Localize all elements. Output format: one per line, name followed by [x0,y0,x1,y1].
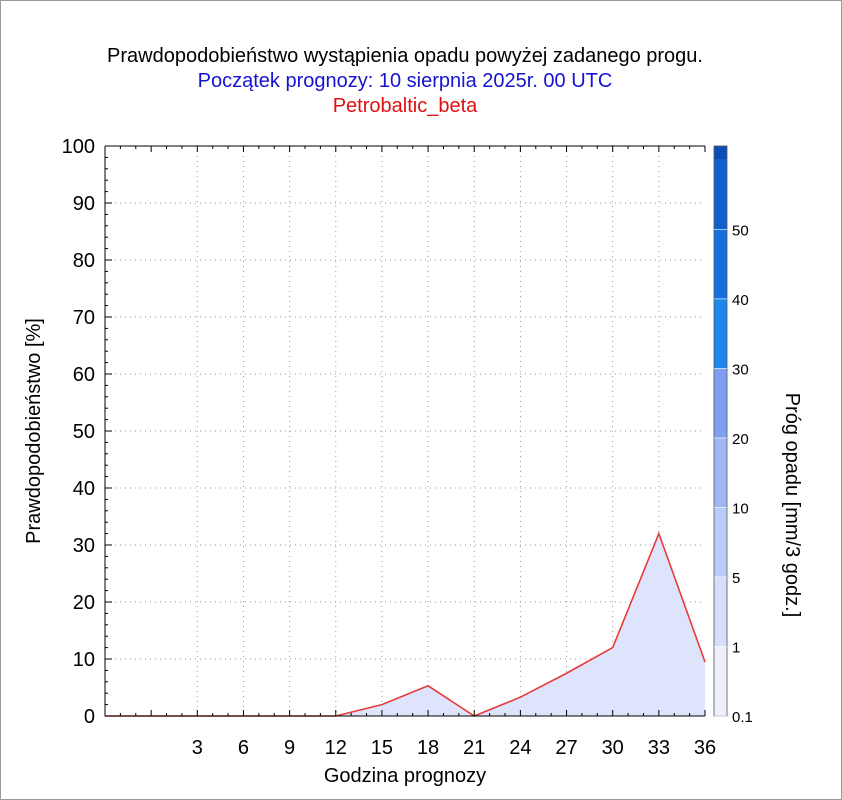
grid-lines [105,146,705,716]
x-tick-label: 30 [602,737,624,759]
chart-title: Prawdopodobieństwo wystąpienia opadu pow… [107,45,703,67]
y-tick-label: 30 [73,535,95,557]
station-name: Petrobaltic_beta [333,95,478,117]
colorbar-tick-label: 40 [732,292,749,309]
colorbar-segment [714,507,727,577]
colorbar-segment [714,229,727,299]
data-area-layer [104,531,706,717]
x-axis-label: Godzina prognozy [324,765,486,787]
x-tick-label: 36 [694,737,716,759]
colorbar-segment [714,576,727,647]
data-point [704,661,706,663]
colorbar-tick-label: 5 [732,570,740,587]
x-axis-ticks: 3 6 9 12 15 18 21 24 27 30 33 36 [192,737,716,759]
colorbar-tick-label: 1 [732,639,740,656]
plot-axes [104,145,706,717]
colorbar-tick-label: 50 [732,222,749,239]
y-axis-label: Prawdopodobieństwo [%] [23,318,45,544]
y-tick-label: 40 [73,478,95,500]
y-tick-label: 80 [73,250,95,272]
x-tick-label: 9 [284,737,295,759]
colorbar-segment [714,437,727,508]
x-tick-label: 12 [325,737,347,759]
x-tick-label: 27 [555,737,577,759]
colorbar-tick-label: 10 [732,500,749,517]
colorbar-tick-label: 30 [732,361,749,378]
colorbar-segment [714,159,727,230]
colorbar-segment [714,368,727,438]
x-tick-label: 6 [238,737,249,759]
y-tick-label: 100 [62,136,95,158]
y-tick-label: 70 [73,307,95,329]
data-point [566,672,568,674]
threshold-colorbar: 0.1 1 5 10 20 30 40 50 [713,145,753,726]
colorbar-segment [714,646,727,716]
y-tick-label: 0 [84,706,95,728]
colorbar-tick-label: 20 [732,431,749,448]
probability-area [105,533,705,716]
x-tick-label: 18 [417,737,439,759]
data-point [658,533,660,535]
data-point [427,685,429,687]
colorbar-segment [714,146,727,160]
data-point [519,696,521,698]
x-tick-label: 33 [648,737,670,759]
data-point [381,704,383,706]
x-tick-label: 15 [371,737,393,759]
y-tick-label: 10 [73,649,95,671]
y-tick-label: 60 [73,364,95,386]
chart-subtitle: Początek prognozy: 10 sierpnia 2025r. 00… [198,70,613,92]
colorbar-segment [714,298,727,369]
colorbar-tick-label: 0.1 [732,709,753,726]
y-axis-ticks: 0 10 20 30 40 50 60 70 80 90 100 [62,136,95,728]
x-tick-label: 21 [463,737,485,759]
colorbar-label: Próg opadu [mm/3 godz.] [781,393,803,618]
y-tick-label: 50 [73,421,95,443]
y-tick-label: 20 [73,592,95,614]
x-tick-label: 24 [509,737,531,759]
y-tick-label: 90 [73,193,95,215]
x-tick-label: 3 [192,737,203,759]
data-point [612,647,614,649]
